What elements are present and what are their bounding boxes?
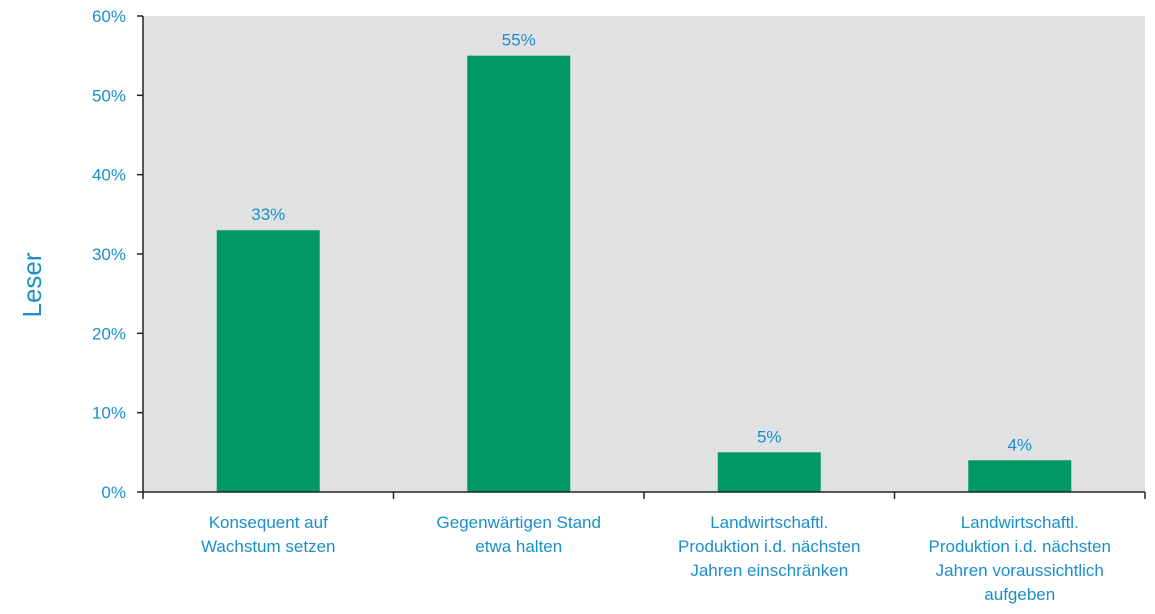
y-axis-title: Leser [17, 252, 47, 317]
category-label: Landwirtschaftl. [961, 513, 1079, 532]
category-label: Jahren voraussichtlich [936, 561, 1104, 580]
y-tick-label: 60% [92, 7, 126, 26]
y-tick-label: 0% [101, 483, 126, 502]
bar-value-label: 5% [757, 427, 782, 446]
category-label: aufgeben [984, 585, 1055, 604]
bar [467, 55, 571, 493]
bar-value-label: 4% [1007, 435, 1032, 454]
bar [216, 230, 320, 492]
category-label: Produktion i.d. nächsten [678, 537, 860, 556]
y-tick-label: 30% [92, 245, 126, 264]
category-label: Konsequent auf [209, 513, 328, 532]
category-label: Landwirtschaftl. [710, 513, 828, 532]
y-tick-label: 10% [92, 404, 126, 423]
data-labels-group: 33% 55% 5% 4% [251, 31, 1032, 455]
category-label: Jahren einschränken [690, 561, 848, 580]
category-label: Wachstum setzen [201, 537, 335, 556]
bars-group [216, 55, 1072, 493]
category-label: Gegenwärtigen Stand [437, 513, 601, 532]
bar [968, 460, 1072, 492]
bar-value-label: 55% [502, 31, 536, 50]
x-ticks-group [142, 492, 1146, 499]
category-labels-group: Konsequent auf Wachstum setzen Gegenwärtig… [201, 513, 1111, 604]
bar-value-label: 33% [251, 205, 285, 224]
category-label: Produktion i.d. nächsten [929, 537, 1111, 556]
y-tick-label: 50% [92, 86, 126, 105]
category-label: etwa halten [475, 537, 562, 556]
bar [717, 452, 821, 492]
y-ticks-group: 0% 10% 20% 30% 40% 50% 60% [92, 7, 143, 502]
y-tick-label: 40% [92, 166, 126, 185]
y-tick-label: 20% [92, 324, 126, 343]
